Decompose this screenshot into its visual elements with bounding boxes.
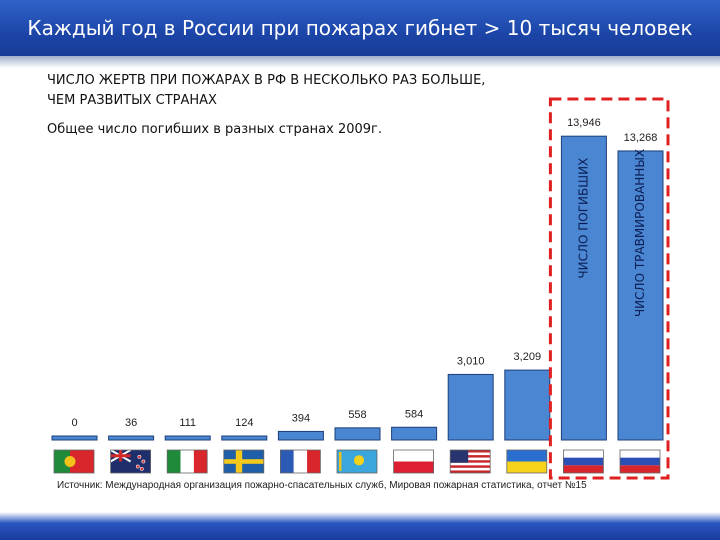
bar-text-11: ЧИСЛО ТРАВМИРОВАННЫХ [633, 149, 647, 317]
bar-1 [51, 435, 98, 441]
bar-10 [560, 135, 607, 441]
bar-3 [164, 435, 211, 441]
value-label-1: 0 [71, 417, 77, 429]
russia-flag-icon [563, 449, 604, 474]
bar-text-10: ЧИСЛО ПОГИБШИХ [576, 158, 590, 279]
france-flag-icon [279, 449, 321, 474]
value-label-4: 124 [235, 417, 253, 429]
bar-7 [391, 426, 438, 441]
usa-flag-icon [449, 449, 491, 474]
bar-8 [447, 373, 494, 441]
bar-2 [108, 435, 155, 441]
footer-bar [0, 512, 720, 540]
poland-flag-icon [393, 449, 435, 474]
bar-4 [221, 435, 268, 441]
value-label-8: 3,010 [457, 355, 485, 367]
value-label-9: 3,209 [514, 351, 542, 363]
chart-heading: ЧИСЛО ЖЕРТВ ПРИ ПОЖАРАХ В РФ В НЕСКОЛЬКО… [47, 71, 485, 111]
chart-subheading: Общее число погибших в разных странах 20… [47, 122, 383, 137]
new-zealand-flag-icon [110, 449, 151, 474]
bar-11 [617, 150, 664, 441]
ukraine-flag-icon [506, 449, 548, 474]
chart-heading-line-2: ЧЕМ РАЗВИТЫХ СТРАНАХ [47, 93, 217, 108]
header-shadow [0, 56, 720, 68]
value-label-5: 394 [292, 412, 310, 424]
value-label-6: 558 [348, 409, 366, 421]
bar-9 [504, 369, 551, 441]
portugal-flag-icon [53, 449, 95, 474]
russia-highlight-frame [548, 97, 670, 480]
russia-flag-icon [619, 449, 661, 474]
source-note: Источник: Международная организация пожа… [57, 480, 587, 491]
page-title: Каждый год в России при пожарах гибнет >… [27, 16, 693, 40]
bar-6 [334, 427, 381, 441]
value-label-2: 36 [125, 417, 137, 429]
sweden-flag-icon [223, 449, 265, 474]
value-label-7: 584 [405, 408, 423, 420]
value-label-11: 13,268 [624, 132, 658, 144]
kazakhstan-flag-icon [336, 449, 378, 474]
chart-heading-line-1: ЧИСЛО ЖЕРТВ ПРИ ПОЖАРАХ В РФ В НЕСКОЛЬКО… [47, 73, 486, 88]
value-label-3: 111 [179, 417, 196, 429]
bar-5 [277, 430, 324, 441]
header-bar [0, 0, 720, 56]
value-label-10: 13,946 [567, 117, 601, 129]
italy-flag-icon [166, 449, 208, 474]
